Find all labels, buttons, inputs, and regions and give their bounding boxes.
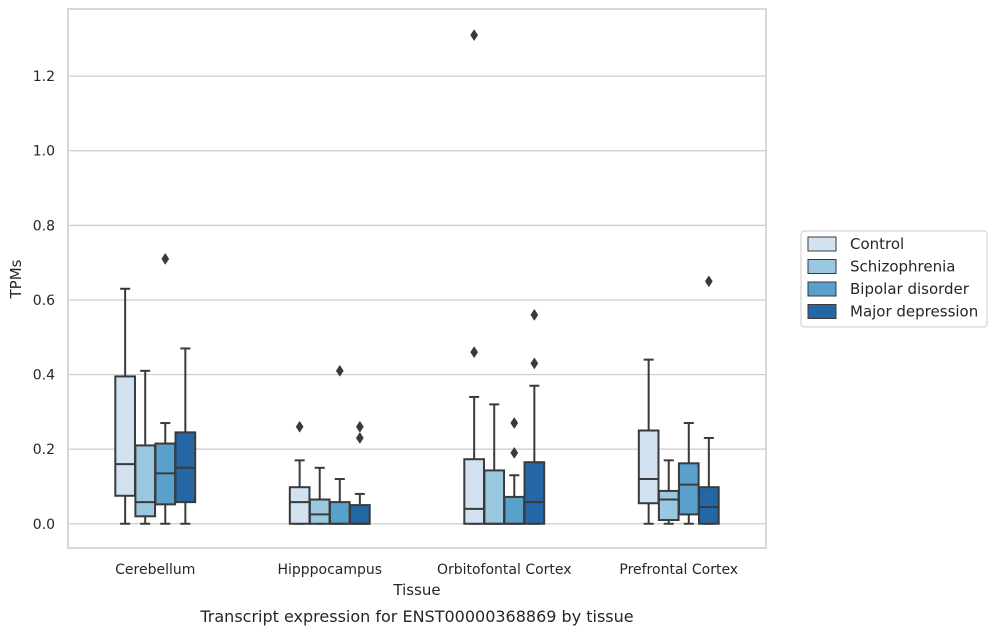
box-body — [483, 469, 506, 525]
box-body — [698, 486, 720, 525]
box-bipolar-disorder — [328, 364, 351, 525]
outlier-point — [704, 275, 713, 288]
legend-swatch — [807, 304, 837, 319]
outlier-point — [530, 357, 539, 370]
legend: Control Schizophrenia Bipolar disorder Majo… — [800, 230, 988, 328]
legend-label: Bipolar disorder — [850, 280, 970, 298]
box-schizophrenia — [657, 459, 680, 525]
legend-label: Major depression — [850, 303, 978, 321]
outlier-point — [510, 417, 519, 429]
chart-caption: Transcript expression for ENST0000036886… — [199, 607, 633, 626]
box-body — [463, 458, 485, 525]
outlier-point — [355, 420, 364, 433]
y-tick-label: 0.0 — [33, 517, 55, 533]
legend-frame — [800, 230, 988, 328]
box-schizophrenia — [483, 403, 506, 525]
box-body — [637, 429, 660, 505]
box-body — [677, 462, 700, 516]
box-control — [114, 287, 136, 525]
x-tick-label: Cerebellum — [115, 562, 195, 578]
box-control — [637, 358, 660, 525]
box-major-depression — [698, 275, 720, 525]
x-tick-label: Prefrontal Cortex — [619, 562, 738, 578]
box-major-depression — [523, 308, 546, 525]
box-body — [134, 444, 157, 518]
outlier-point — [530, 308, 539, 321]
y-axis-title: TPMs — [7, 259, 25, 299]
legend-swatch — [807, 259, 837, 274]
outlier-point — [295, 420, 304, 433]
y-tick-label: 0.6 — [33, 293, 55, 309]
y-tick-label: 0.4 — [33, 368, 55, 384]
box-schizophrenia — [134, 369, 157, 525]
box-body — [114, 375, 136, 497]
box-major-depression — [174, 347, 197, 525]
box-body — [349, 504, 371, 525]
box-plot-series — [114, 29, 720, 525]
outlier-point — [470, 346, 479, 359]
outlier-point — [355, 432, 364, 444]
box-major-depression — [349, 420, 371, 525]
plot-frame — [67, 8, 767, 549]
box-schizophrenia — [308, 466, 331, 525]
box-control — [288, 420, 311, 525]
outlier-point — [510, 446, 519, 459]
box-body — [308, 498, 331, 525]
legend-label: Control — [850, 235, 904, 253]
box-body — [288, 486, 311, 525]
y-tick-label: 0.8 — [33, 218, 55, 234]
legend-swatch — [807, 281, 837, 297]
box-control — [463, 29, 485, 525]
x-tick-label: Orbitofontal Cortex — [437, 562, 572, 578]
outlier-point — [161, 252, 170, 265]
legend-label: Schizophrenia — [850, 258, 955, 276]
box-body — [503, 495, 526, 525]
box-body — [657, 489, 680, 522]
y-tick-label: 1.0 — [33, 144, 55, 160]
outlier-point — [470, 29, 479, 42]
x-axis-ticks: Cerebellum Hipppocampus Orbitofontal Corte… — [115, 562, 738, 578]
box-bipolar-disorder — [677, 422, 700, 525]
box-body — [523, 461, 546, 525]
y-axis-ticks: 0.0 0.2 0.4 0.6 0.8 1.0 1.2 — [33, 69, 55, 533]
y-tick-label: 0.2 — [33, 442, 55, 458]
y-tick-label: 1.2 — [33, 69, 55, 85]
x-axis-title: Tissue — [392, 581, 440, 599]
box-bipolar-disorder — [154, 252, 177, 525]
box-body — [328, 501, 351, 525]
legend-swatch — [807, 236, 837, 252]
box-bipolar-disorder — [503, 417, 526, 525]
outlier-point — [335, 364, 344, 377]
x-tick-label: Hipppocampus — [277, 562, 382, 578]
